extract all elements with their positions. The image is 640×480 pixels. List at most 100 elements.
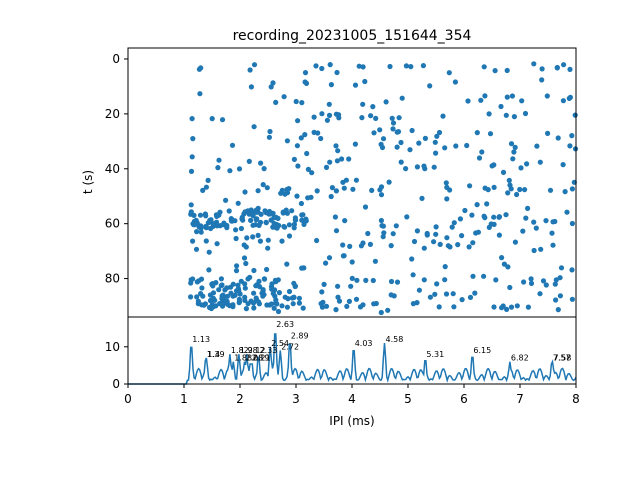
raster-y-tick-label: 60 <box>105 217 120 231</box>
raster-point <box>444 235 449 240</box>
histogram-x-tick-label: 6 <box>460 392 468 406</box>
raster-point <box>272 306 277 311</box>
raster-point <box>329 194 334 199</box>
raster-point <box>319 111 324 116</box>
raster-point <box>499 305 504 310</box>
raster-point <box>559 265 564 270</box>
raster-point <box>262 276 267 281</box>
raster-point <box>228 291 233 296</box>
raster-point <box>188 280 193 285</box>
raster-point <box>319 301 324 306</box>
peak-label: 2.72 <box>281 343 299 352</box>
raster-point <box>196 278 201 283</box>
raster-point <box>341 253 346 258</box>
raster-point <box>421 63 426 68</box>
raster-point <box>261 287 266 292</box>
raster-point <box>556 307 561 312</box>
histogram-x-tick-label: 3 <box>292 392 300 406</box>
raster-point <box>194 229 199 234</box>
raster-point <box>284 262 289 267</box>
raster-point <box>327 102 332 107</box>
raster-point <box>379 192 384 197</box>
raster-point <box>244 306 249 311</box>
raster-point <box>451 304 456 309</box>
raster-point <box>258 161 263 166</box>
raster-point <box>523 216 528 221</box>
raster-point <box>301 222 306 227</box>
raster-point <box>335 148 340 153</box>
raster-point <box>512 114 517 119</box>
raster-point <box>492 222 497 227</box>
raster-point <box>208 217 213 222</box>
raster-point <box>269 218 274 223</box>
raster-point <box>295 143 300 148</box>
raster-point <box>206 267 211 272</box>
raster-point <box>438 242 443 247</box>
raster-point <box>315 188 320 193</box>
raster-point <box>340 242 345 247</box>
raster-point <box>354 178 359 183</box>
raster-point <box>278 191 283 196</box>
peak-label: 1.4 <box>207 350 220 359</box>
raster-point <box>558 293 563 298</box>
raster-point <box>194 247 199 252</box>
raster-point <box>215 241 220 246</box>
raster-point <box>217 210 222 215</box>
histogram-x-tick-label: 2 <box>236 392 244 406</box>
raster-point <box>354 297 359 302</box>
raster-y-tick-label: 40 <box>105 162 120 176</box>
raster-point <box>434 281 439 286</box>
raster-point <box>407 147 412 152</box>
raster-point <box>545 93 550 98</box>
raster-point <box>493 68 498 73</box>
raster-point <box>391 120 396 125</box>
raster-point <box>505 190 510 195</box>
raster-point <box>333 214 338 219</box>
raster-point <box>197 67 202 72</box>
raster-point <box>462 208 467 213</box>
raster-point <box>358 304 363 309</box>
raster-point <box>538 160 543 165</box>
raster-point <box>327 255 332 260</box>
raster-y-tick-label: 20 <box>105 107 120 121</box>
raster-point <box>470 274 475 279</box>
raster-point <box>432 165 437 170</box>
raster-point <box>251 300 256 305</box>
histogram-x-tick-label: 8 <box>572 392 580 406</box>
raster-point <box>243 286 248 291</box>
raster-point <box>515 303 520 308</box>
raster-point <box>260 294 265 299</box>
raster-point <box>333 143 338 148</box>
raster-point <box>227 168 232 173</box>
raster-point <box>412 239 417 244</box>
raster-point <box>497 233 502 238</box>
raster-point <box>428 295 433 300</box>
raster-point <box>510 156 515 161</box>
raster-point <box>479 149 484 154</box>
raster-point <box>346 156 351 161</box>
raster-point <box>303 70 308 75</box>
raster-point <box>297 296 302 301</box>
raster-point <box>233 227 238 232</box>
raster-point <box>421 164 426 169</box>
raster-point <box>567 143 572 148</box>
raster-point <box>243 261 248 266</box>
histogram-x-tick-label: 0 <box>124 392 132 406</box>
raster-point <box>380 145 385 150</box>
raster-point <box>484 201 489 206</box>
raster-point <box>324 304 329 309</box>
raster-point <box>252 62 257 67</box>
raster-point <box>254 296 259 301</box>
raster-point <box>230 143 235 148</box>
raster-point <box>318 136 323 141</box>
chart-title: recording_20231005_151644_354 <box>233 28 472 44</box>
raster-point <box>540 66 545 71</box>
raster-point <box>219 283 224 288</box>
raster-point <box>521 279 526 284</box>
raster-point <box>371 301 376 306</box>
raster-point <box>300 212 305 217</box>
peak-label: 2.89 <box>291 331 309 340</box>
raster-point <box>254 216 259 221</box>
histogram-x-axis-label: IPI (ms) <box>329 414 374 428</box>
raster-point <box>189 169 194 174</box>
